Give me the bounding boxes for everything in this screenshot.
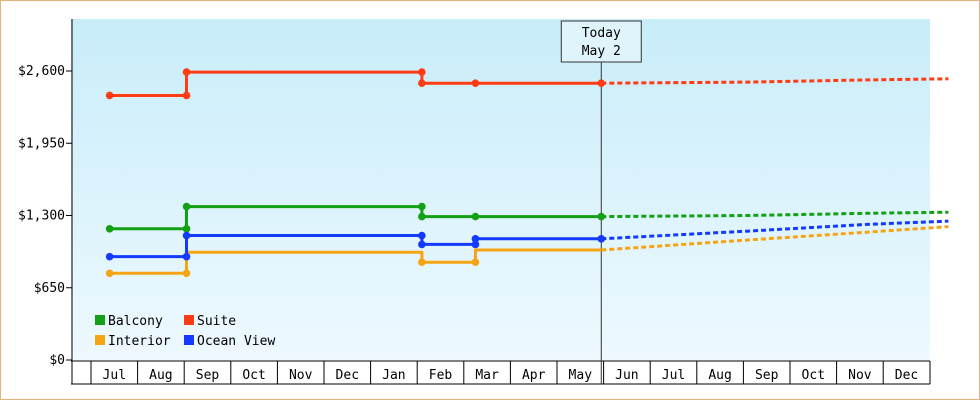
today-box bbox=[560, 20, 642, 63]
legend: Balcony Suite Interior Ocean View bbox=[95, 314, 275, 349]
x-tick-label: Jul bbox=[103, 368, 126, 383]
balcony-point bbox=[418, 212, 426, 221]
x-tick-label: Feb bbox=[429, 368, 453, 383]
y-tick-label: $650 bbox=[34, 281, 65, 296]
suite-point bbox=[182, 68, 191, 76]
today-date: May 2 bbox=[582, 44, 621, 59]
interior-point bbox=[471, 258, 480, 266]
ocean-view-point bbox=[471, 235, 480, 243]
today-label: Today bbox=[582, 26, 621, 41]
ocean-view-point bbox=[105, 252, 114, 261]
suite-point bbox=[182, 91, 191, 100]
ocean-view-point bbox=[597, 235, 606, 243]
balcony-point bbox=[182, 225, 191, 233]
ocean-view-legend-swatch bbox=[184, 335, 194, 345]
ocean-view-legend-label: Ocean View bbox=[197, 334, 275, 349]
x-tick-label: May bbox=[569, 368, 593, 383]
x-tick-label: Apr bbox=[522, 368, 546, 383]
x-tick-label: Sep bbox=[755, 368, 779, 383]
suite-point bbox=[105, 91, 114, 100]
x-tick-label: Dec bbox=[336, 368, 359, 383]
ocean-view-forecast-line bbox=[601, 219, 949, 241]
x-tick-label: Jul bbox=[662, 368, 685, 383]
ocean-view-point bbox=[418, 240, 426, 249]
interior-forecast-line bbox=[601, 225, 949, 252]
suite-legend-swatch bbox=[184, 315, 194, 325]
balcony-point bbox=[182, 202, 191, 211]
x-tick-label: Nov bbox=[848, 368, 872, 383]
y-tick-label: $1,950 bbox=[18, 136, 65, 151]
y-tick-label: $1,300 bbox=[18, 209, 65, 224]
ocean-view-point bbox=[418, 231, 426, 240]
series-lines bbox=[105, 68, 949, 278]
ocean-view-point bbox=[182, 252, 191, 261]
balcony-point bbox=[105, 225, 114, 233]
x-tick-label: Mar bbox=[475, 368, 499, 383]
balcony-point bbox=[597, 212, 606, 221]
x-tick-label: Oct bbox=[242, 368, 265, 383]
interior-point bbox=[418, 258, 426, 266]
plot-background bbox=[71, 19, 930, 360]
x-tick-label: Jun bbox=[615, 368, 638, 383]
x-tick-label: Aug bbox=[149, 368, 172, 383]
balcony-point bbox=[471, 212, 480, 221]
balcony-point bbox=[418, 202, 426, 211]
y-tick-label: $2,600 bbox=[18, 64, 65, 79]
x-tick-label: Nov bbox=[289, 368, 313, 383]
suite-point bbox=[418, 79, 426, 88]
interior-point bbox=[182, 269, 191, 278]
balcony-legend-swatch bbox=[95, 315, 105, 325]
today-marker: Today May 2 bbox=[560, 20, 642, 384]
x-tick-label: Jan bbox=[382, 368, 405, 383]
interior-legend-label: Interior bbox=[108, 334, 171, 349]
x-tick-label: Sep bbox=[196, 368, 220, 383]
suite-point bbox=[597, 79, 606, 88]
balcony-forecast-line bbox=[601, 210, 949, 219]
interior-point bbox=[105, 269, 114, 278]
suite-forecast-line bbox=[601, 77, 949, 85]
x-tick-label: Dec bbox=[895, 368, 918, 383]
suite-legend-label: Suite bbox=[197, 314, 236, 329]
balcony-legend-label: Balcony bbox=[108, 314, 163, 329]
x-tick-label: Aug bbox=[708, 368, 731, 383]
ocean-view-point bbox=[182, 231, 191, 240]
x-tick-label: Oct bbox=[802, 368, 825, 383]
interior-legend-swatch bbox=[95, 335, 105, 345]
axes: $0 $650 $1,300 $1,950 $2,600 Jul Aug Sep Oct Nov D… bbox=[18, 19, 931, 385]
suite-point bbox=[418, 68, 426, 76]
ocean-view-point bbox=[471, 240, 480, 249]
suite-point bbox=[471, 79, 480, 88]
y-tick-label: $0 bbox=[49, 353, 65, 368]
